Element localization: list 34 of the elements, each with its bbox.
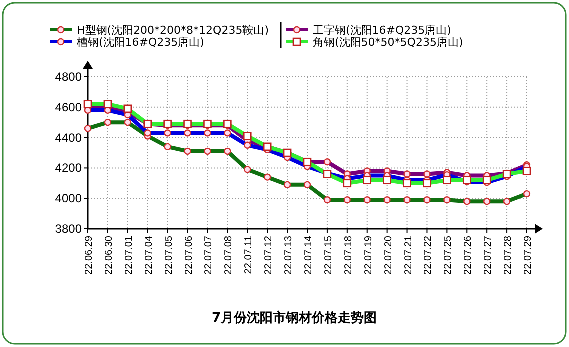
text: 7月份沈阳市钢材价格走势图: [212, 310, 378, 326]
x-tick-label: 22.07.13: [284, 236, 295, 275]
y-tick-label: 4200: [55, 161, 82, 176]
x-tick-label: 22.07.01: [124, 236, 135, 275]
x-tick-label: 22.07.28: [503, 236, 514, 275]
x-tick-label: 22.07.26: [463, 236, 474, 275]
x-tick-label: 22.07.19: [363, 236, 374, 275]
legend-label: 角钢(沈阳50*50*5Q235唐山): [313, 36, 464, 49]
x-tick-label: 22.07.25: [443, 236, 454, 275]
x-tick-label: 22.07.29: [523, 236, 534, 275]
y-tick-label: 3800: [55, 222, 82, 236]
x-tick-label: 22.07.12: [264, 236, 275, 275]
legend-label: 工字钢(沈阳16#Q235唐山): [313, 24, 452, 37]
x-tick-label: 22.07.15: [323, 236, 334, 275]
y-tick-label: 4800: [55, 70, 82, 84]
x-tick-label: 22.07.06: [184, 236, 195, 275]
x-tick-label: 22.07.27: [483, 236, 494, 275]
y-tick-label: 4400: [55, 130, 82, 145]
x-tick-label: 22.07.08: [224, 236, 235, 275]
x-tick-label: 22.06.30: [104, 236, 115, 275]
x-tick-label: 22.07.18: [343, 236, 354, 275]
x-tick-label: 22.07.05: [164, 236, 175, 275]
x-tick-label: 22.06.29: [84, 236, 95, 275]
x-tick-label: 22.07.20: [383, 236, 394, 275]
legend-label: 槽钢(沈阳16#Q235唐山): [77, 36, 204, 49]
x-tick-label: 22.07.04: [144, 236, 155, 275]
x-tick-label: 22.07.22: [423, 236, 434, 275]
x-tick-label: 22.07.11: [244, 236, 255, 274]
x-tick-label: 22.07.07: [204, 236, 215, 275]
legend-label: H型钢(沈阳200*200*8*12Q235鞍山): [77, 24, 269, 37]
y-tick-label: 4000: [55, 192, 82, 206]
x-tick-label: 22.07.21: [403, 236, 414, 275]
x-tick-label: 22.07.14: [304, 236, 314, 275]
y-tick-label: 4600: [55, 100, 82, 114]
